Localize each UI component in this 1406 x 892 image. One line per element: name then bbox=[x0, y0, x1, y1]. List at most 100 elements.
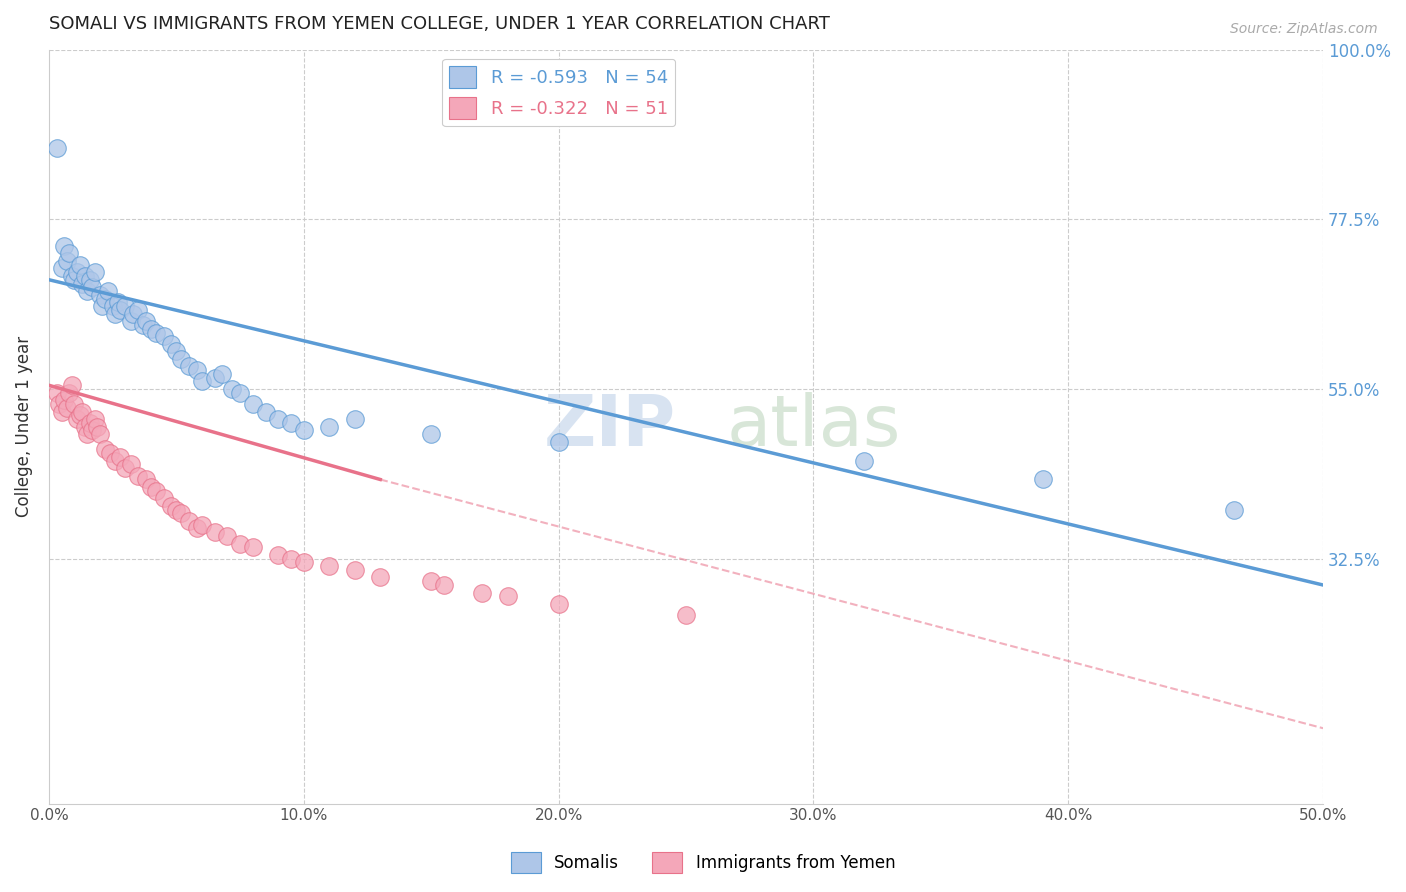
Y-axis label: College, Under 1 year: College, Under 1 year bbox=[15, 336, 32, 517]
Point bbox=[204, 370, 226, 384]
Point bbox=[122, 307, 145, 321]
Point bbox=[110, 302, 132, 317]
Point bbox=[420, 427, 443, 442]
Point bbox=[242, 397, 264, 411]
Point bbox=[292, 424, 315, 438]
Point bbox=[127, 302, 149, 317]
Point bbox=[51, 404, 73, 418]
Point bbox=[73, 419, 96, 434]
Text: ZIP: ZIP bbox=[544, 392, 676, 461]
Point bbox=[89, 288, 111, 302]
Point bbox=[86, 419, 108, 434]
Point bbox=[186, 521, 208, 535]
Point bbox=[48, 397, 70, 411]
Point bbox=[139, 322, 162, 336]
Point bbox=[433, 578, 456, 592]
Point bbox=[51, 261, 73, 276]
Point bbox=[1223, 502, 1246, 516]
Point bbox=[60, 268, 83, 283]
Point bbox=[186, 363, 208, 377]
Point bbox=[91, 299, 114, 313]
Point bbox=[83, 412, 105, 426]
Point bbox=[139, 480, 162, 494]
Point bbox=[211, 367, 233, 381]
Point bbox=[66, 265, 89, 279]
Point bbox=[114, 461, 136, 475]
Point bbox=[83, 265, 105, 279]
Point bbox=[170, 351, 193, 366]
Point bbox=[70, 277, 93, 291]
Point bbox=[179, 514, 201, 528]
Point bbox=[145, 326, 167, 340]
Point bbox=[254, 404, 277, 418]
Point bbox=[160, 336, 183, 351]
Point bbox=[79, 416, 101, 430]
Point bbox=[229, 385, 252, 400]
Point bbox=[120, 314, 142, 328]
Point bbox=[107, 295, 129, 310]
Point bbox=[318, 419, 340, 434]
Point bbox=[152, 329, 174, 343]
Point bbox=[1032, 473, 1054, 487]
Point bbox=[179, 359, 201, 374]
Point bbox=[170, 507, 193, 521]
Point bbox=[89, 427, 111, 442]
Point bbox=[191, 375, 214, 389]
Point bbox=[63, 397, 86, 411]
Point bbox=[145, 483, 167, 498]
Point bbox=[135, 314, 157, 328]
Point bbox=[343, 412, 366, 426]
Point bbox=[675, 608, 697, 623]
Point bbox=[58, 385, 80, 400]
Point bbox=[69, 258, 91, 272]
Point bbox=[135, 473, 157, 487]
Point bbox=[292, 556, 315, 570]
Point bbox=[98, 446, 121, 460]
Point bbox=[101, 299, 124, 313]
Point bbox=[191, 517, 214, 532]
Point bbox=[280, 416, 302, 430]
Point bbox=[70, 404, 93, 418]
Point bbox=[471, 585, 494, 599]
Text: SOMALI VS IMMIGRANTS FROM YEMEN COLLEGE, UNDER 1 YEAR CORRELATION CHART: SOMALI VS IMMIGRANTS FROM YEMEN COLLEGE,… bbox=[49, 15, 830, 33]
Point bbox=[547, 434, 569, 449]
Point bbox=[229, 536, 252, 550]
Point bbox=[368, 570, 391, 584]
Point bbox=[56, 253, 79, 268]
Point bbox=[60, 378, 83, 392]
Point bbox=[82, 424, 104, 438]
Point bbox=[110, 450, 132, 464]
Point bbox=[53, 393, 76, 408]
Point bbox=[56, 401, 79, 415]
Point bbox=[45, 141, 67, 155]
Point bbox=[114, 299, 136, 313]
Point bbox=[94, 292, 117, 306]
Point bbox=[547, 597, 569, 611]
Point bbox=[82, 280, 104, 294]
Point bbox=[94, 442, 117, 457]
Point bbox=[120, 458, 142, 472]
Point bbox=[204, 525, 226, 540]
Point bbox=[496, 590, 519, 604]
Legend: Somalis, Immigrants from Yemen: Somalis, Immigrants from Yemen bbox=[503, 846, 903, 880]
Point bbox=[132, 318, 155, 332]
Point bbox=[217, 529, 239, 543]
Point bbox=[104, 307, 127, 321]
Point bbox=[267, 412, 290, 426]
Point bbox=[69, 409, 91, 423]
Point bbox=[53, 239, 76, 253]
Point bbox=[58, 246, 80, 260]
Point bbox=[242, 541, 264, 555]
Point bbox=[165, 502, 187, 516]
Point bbox=[79, 273, 101, 287]
Point bbox=[267, 548, 290, 562]
Point bbox=[420, 574, 443, 589]
Point bbox=[76, 284, 98, 298]
Text: atlas: atlas bbox=[727, 392, 901, 461]
Point bbox=[160, 499, 183, 513]
Point bbox=[165, 344, 187, 359]
Point bbox=[127, 468, 149, 483]
Point bbox=[853, 453, 876, 467]
Point bbox=[97, 284, 120, 298]
Point bbox=[63, 273, 86, 287]
